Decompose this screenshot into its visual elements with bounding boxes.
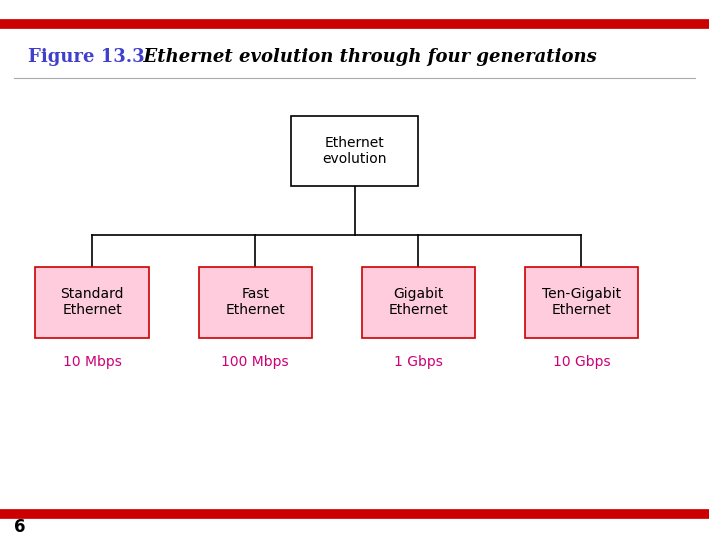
FancyBboxPatch shape [361, 267, 475, 338]
Text: Standard
Ethernet: Standard Ethernet [60, 287, 124, 318]
Text: 1 Gbps: 1 Gbps [394, 355, 443, 369]
Text: Ethernet evolution through four generations: Ethernet evolution through four generati… [131, 48, 597, 66]
Text: Gigabit
Ethernet: Gigabit Ethernet [389, 287, 448, 318]
Text: 10 Mbps: 10 Mbps [63, 355, 122, 369]
FancyBboxPatch shape [35, 267, 149, 338]
FancyBboxPatch shape [199, 267, 312, 338]
Text: 6: 6 [14, 517, 26, 536]
Text: Ten-Gigabit
Ethernet: Ten-Gigabit Ethernet [542, 287, 621, 318]
FancyBboxPatch shape [525, 267, 638, 338]
Text: 100 Mbps: 100 Mbps [222, 355, 289, 369]
Text: Figure 13.3: Figure 13.3 [28, 48, 145, 66]
Text: 10 Gbps: 10 Gbps [552, 355, 611, 369]
Text: Fast
Ethernet: Fast Ethernet [225, 287, 285, 318]
FancyBboxPatch shape [291, 116, 418, 186]
Text: Ethernet
evolution: Ethernet evolution [323, 136, 387, 166]
